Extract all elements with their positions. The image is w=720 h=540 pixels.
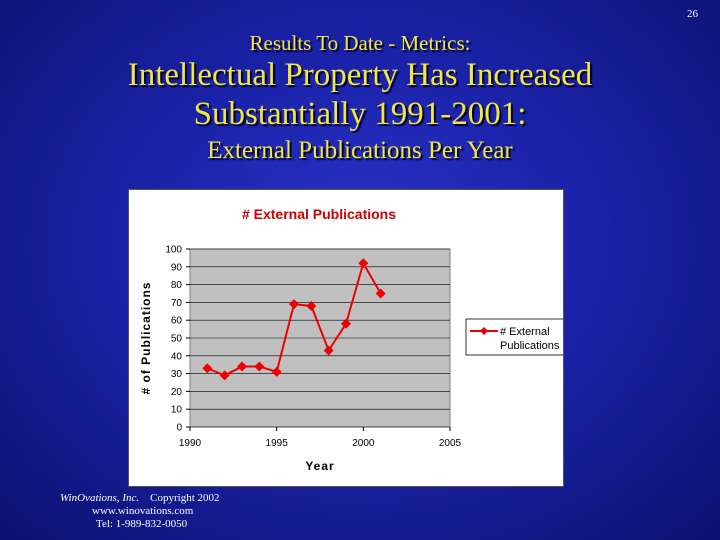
data-point-marker bbox=[237, 361, 247, 372]
chart-title: # External Publications bbox=[241, 206, 397, 222]
legend-label-line-1: # External bbox=[500, 326, 550, 338]
x-axis-label: Year bbox=[305, 459, 334, 473]
y-tick-label: 30 bbox=[171, 369, 183, 380]
legend: # External Publications bbox=[465, 318, 563, 356]
title-block: Results To Date - Metrics: Intellectual … bbox=[0, 30, 720, 166]
y-axis-label: # of Publications bbox=[139, 281, 153, 394]
data-point-marker bbox=[323, 345, 334, 356]
axis-ticks: 0 10 20 30 40 50 60 70 80 90 100 1990 1995 2000 2005 bbox=[165, 245, 461, 450]
series-layer bbox=[202, 258, 386, 381]
main-title-line-1: Intellectual Property Has Increased bbox=[127, 57, 593, 93]
data-point-marker bbox=[271, 366, 282, 377]
data-point-marker bbox=[341, 318, 351, 329]
data-point-marker bbox=[289, 299, 299, 310]
y-tick-label: 20 bbox=[171, 387, 183, 398]
footer-website: www.winovations.com bbox=[92, 505, 194, 517]
data-point-marker bbox=[202, 363, 213, 374]
y-tick-label: 90 bbox=[171, 262, 183, 273]
legend-marker-swatch bbox=[480, 327, 488, 335]
y-tick-label: 10 bbox=[171, 405, 183, 416]
grid-lines bbox=[190, 248, 450, 428]
sub-title: External Publications Per Year bbox=[207, 137, 513, 164]
x-tick-label: 2005 bbox=[439, 438, 462, 449]
data-point-marker bbox=[306, 300, 317, 311]
footer-phone: Tel: 1-989-832-0050 bbox=[96, 518, 188, 530]
legend-label-line-2: Publications bbox=[500, 340, 560, 352]
x-tick-label: 1995 bbox=[266, 438, 289, 449]
legend-box bbox=[465, 318, 563, 356]
footer-company: WinOvations, Inc. bbox=[60, 492, 140, 504]
y-tick-label: 50 bbox=[171, 334, 183, 345]
data-point-marker bbox=[358, 258, 369, 269]
y-tick-label: 70 bbox=[171, 298, 183, 309]
chart-svg: 0 10 20 30 40 50 60 70 80 90 100 1990 1995 2000 2005 #… bbox=[139, 245, 563, 473]
data-point-marker bbox=[254, 361, 265, 372]
x-tick-label: 1990 bbox=[179, 438, 202, 449]
y-tick-label: 60 bbox=[171, 316, 183, 327]
chart-container: 0 10 20 30 40 50 60 70 80 90 100 1990 1995 2000 2005 #… bbox=[128, 189, 564, 487]
footer: WinOvations, Inc. Copyright 2002 www.win… bbox=[60, 492, 220, 531]
pre-title: Results To Date - Metrics: bbox=[249, 31, 471, 55]
data-point-marker bbox=[375, 288, 386, 299]
data-point-marker bbox=[219, 370, 230, 381]
y-tick-label: 40 bbox=[171, 351, 183, 362]
y-tick-label: 100 bbox=[165, 245, 182, 256]
main-title-line-2: Substantially 1991-2001: bbox=[193, 96, 527, 132]
footer-copyright: Copyright 2002 bbox=[150, 492, 220, 504]
y-tick-label: 0 bbox=[176, 423, 182, 434]
y-tick-label: 80 bbox=[171, 280, 183, 291]
slide-number: 26 bbox=[687, 8, 698, 20]
x-tick-label: 2000 bbox=[352, 438, 375, 449]
